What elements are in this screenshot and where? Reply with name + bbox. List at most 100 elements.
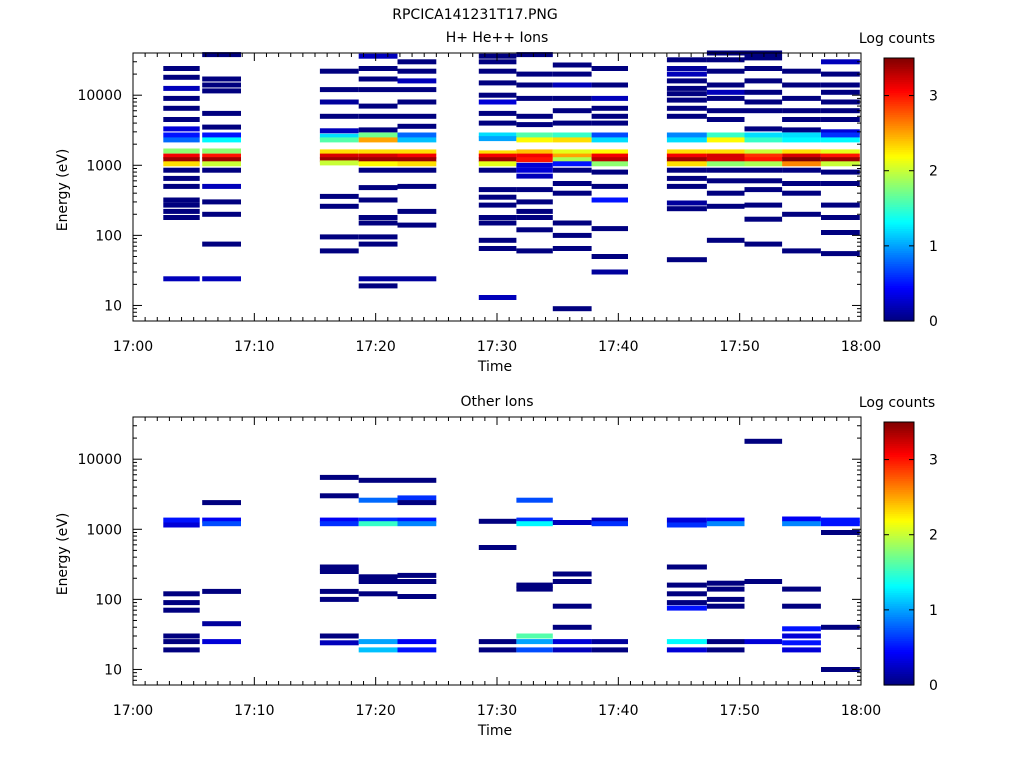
heatmap-cell bbox=[591, 132, 628, 138]
colorbar-segment bbox=[884, 555, 914, 559]
heatmap-cell bbox=[202, 137, 241, 143]
heatmap-cell bbox=[478, 202, 517, 208]
colorbar: 0 1 2 3 bbox=[883, 421, 938, 694]
colorbar-segment bbox=[884, 638, 914, 642]
heatmap-cell bbox=[478, 639, 517, 645]
colorbar-segment bbox=[884, 281, 914, 285]
x-tick-label: 17:30 bbox=[477, 703, 517, 719]
x-tick-label: 18:00 bbox=[841, 703, 881, 719]
heatmap-cell bbox=[552, 157, 592, 163]
heatmap-cell bbox=[782, 190, 821, 196]
heatmap-cell bbox=[782, 127, 821, 133]
colorbar-segment bbox=[884, 279, 914, 283]
heatmap-cell bbox=[744, 579, 783, 584]
heatmap-cell bbox=[706, 639, 745, 645]
colorbar-segment bbox=[884, 599, 914, 603]
heatmap-cell bbox=[202, 500, 241, 506]
colorbar-segment bbox=[884, 562, 914, 566]
heatmap-cell bbox=[358, 283, 398, 289]
heatmap-cell bbox=[163, 591, 200, 597]
heatmap-cell bbox=[706, 82, 745, 88]
heatmap-cell bbox=[358, 127, 398, 133]
heatmap-cell bbox=[821, 157, 860, 163]
colorbar-segment bbox=[884, 595, 914, 598]
heatmap-cell bbox=[516, 82, 553, 88]
colorbar-segment bbox=[884, 283, 914, 287]
colorbar-segment bbox=[884, 250, 914, 254]
colorbar-segment bbox=[884, 299, 914, 302]
colorbar-segment bbox=[884, 498, 914, 502]
heatmap-cell bbox=[591, 149, 628, 155]
colorbar-frame bbox=[883, 57, 915, 322]
heatmap-cell bbox=[706, 95, 745, 101]
colorbar-segment bbox=[884, 200, 914, 204]
heatmap-cell bbox=[516, 639, 553, 645]
heatmap-cell bbox=[163, 647, 200, 653]
colorbar-segment bbox=[884, 136, 914, 140]
heatmap-cell bbox=[163, 153, 200, 159]
colorbar-segment bbox=[884, 544, 914, 548]
colorbar-segment bbox=[884, 141, 914, 145]
heatmap-cell bbox=[706, 89, 745, 95]
heatmap-cell bbox=[516, 227, 553, 233]
colorbar-segment bbox=[884, 590, 914, 594]
colorbar-segment bbox=[884, 674, 914, 677]
heatmap-cell bbox=[782, 248, 821, 254]
colorbar-segment bbox=[884, 196, 914, 199]
colorbar-segment bbox=[884, 312, 914, 316]
plot-frame bbox=[132, 416, 862, 686]
colorbar-segment bbox=[884, 292, 914, 296]
heatmap-cell bbox=[821, 153, 860, 159]
colorbar-segment bbox=[884, 603, 914, 607]
colorbar-segment bbox=[884, 533, 914, 537]
colorbar-segment bbox=[884, 147, 914, 151]
heatmap-cell bbox=[706, 137, 745, 143]
heatmap-cell bbox=[706, 596, 745, 602]
x-tick-label: 17:50 bbox=[719, 703, 759, 719]
x-tick-label: 18:00 bbox=[841, 339, 881, 355]
colorbar-segment bbox=[884, 60, 914, 63]
colorbar-segment bbox=[884, 235, 914, 239]
heatmap-cell bbox=[202, 132, 241, 138]
colorbar-segment bbox=[884, 500, 914, 504]
heatmap-cell bbox=[358, 241, 398, 247]
heatmap-cell bbox=[163, 276, 200, 282]
heatmap-cell bbox=[516, 122, 553, 128]
colorbar-segment bbox=[884, 461, 914, 465]
colorbar-segment bbox=[884, 641, 914, 644]
heatmap-cell bbox=[552, 120, 592, 126]
colorbar-segment bbox=[884, 454, 914, 458]
colorbar-segment bbox=[884, 272, 914, 276]
heatmap-cell bbox=[744, 161, 783, 167]
heatmap-cell bbox=[744, 187, 783, 193]
panel-h-he-ions: H+ He++ Ions Time Energy (eV) Log counts… bbox=[55, 30, 938, 375]
heatmap-cell bbox=[666, 85, 707, 91]
heatmap-cell bbox=[358, 497, 398, 503]
heatmap-cell bbox=[706, 521, 745, 527]
heatmap-cell bbox=[516, 582, 553, 588]
heatmap-cell bbox=[319, 157, 359, 163]
colorbar-segment bbox=[884, 231, 914, 234]
colorbar-segment bbox=[884, 285, 914, 289]
heatmap-cell bbox=[478, 68, 517, 74]
colorbar-segment bbox=[884, 239, 914, 243]
heatmap-cell bbox=[552, 579, 592, 584]
colorbar-segment bbox=[884, 290, 914, 294]
heatmap-cell bbox=[163, 607, 200, 613]
heatmap-cell bbox=[666, 57, 707, 63]
heatmap-cell bbox=[358, 639, 398, 645]
colorbar-segment bbox=[884, 435, 914, 438]
colorbar-label: Log counts bbox=[859, 395, 935, 411]
heatmap-cell bbox=[397, 500, 437, 506]
colorbar-segment bbox=[884, 211, 914, 215]
heatmap-cell bbox=[706, 647, 745, 653]
colorbar-segment bbox=[884, 527, 914, 530]
heatmap-cell bbox=[478, 545, 517, 550]
heatmap-cell bbox=[552, 149, 592, 155]
heatmap-cell bbox=[478, 215, 517, 220]
colorbar-segment bbox=[884, 244, 914, 248]
heatmap-cell bbox=[516, 167, 553, 173]
heatmap-cell bbox=[666, 71, 707, 77]
colorbar-segment bbox=[884, 649, 914, 653]
colorbar-tick-label: 0 bbox=[929, 678, 938, 694]
